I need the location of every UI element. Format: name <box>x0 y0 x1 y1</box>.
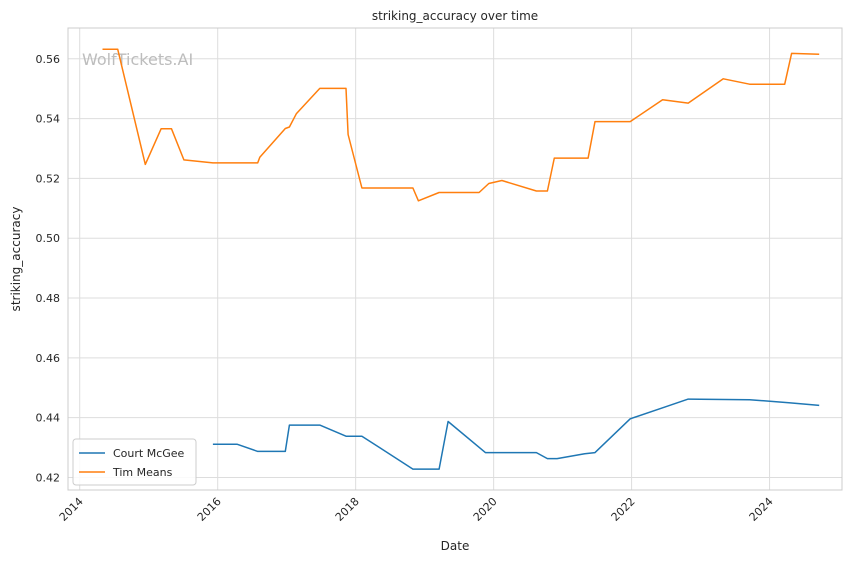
y-tick-label: 0.52 <box>36 172 61 185</box>
watermark: WolfTickets.AI <box>82 50 193 69</box>
legend-label-court-mcgee: Court McGee <box>113 447 185 460</box>
y-tick-label: 0.50 <box>36 232 61 245</box>
y-tick-label: 0.42 <box>36 471 61 484</box>
grid <box>68 28 842 490</box>
y-tick-label: 0.56 <box>36 53 61 66</box>
series-line-court-mcgee <box>212 398 820 470</box>
y-tick-label: 0.46 <box>36 352 61 365</box>
series-layer <box>102 48 820 470</box>
y-tick-label: 0.48 <box>36 292 61 305</box>
legend-box <box>72 438 197 486</box>
x-axis-label: Date <box>441 539 470 553</box>
y-tick-labels: 0.42 0.44 0.46 0.48 0.50 0.52 0.54 0.56 <box>36 53 61 485</box>
y-axis-label: striking_accuracy <box>9 207 23 312</box>
series-line-tim-means <box>102 48 820 202</box>
plot-frame <box>67 27 843 491</box>
y-tick-label: 0.44 <box>36 412 61 425</box>
legend-label-tim-means: Tim Means <box>112 466 173 479</box>
y-tick-label: 0.54 <box>36 113 61 126</box>
legend: Court McGee Tim Means <box>72 438 197 486</box>
chart-title: striking_accuracy over time <box>372 9 538 23</box>
